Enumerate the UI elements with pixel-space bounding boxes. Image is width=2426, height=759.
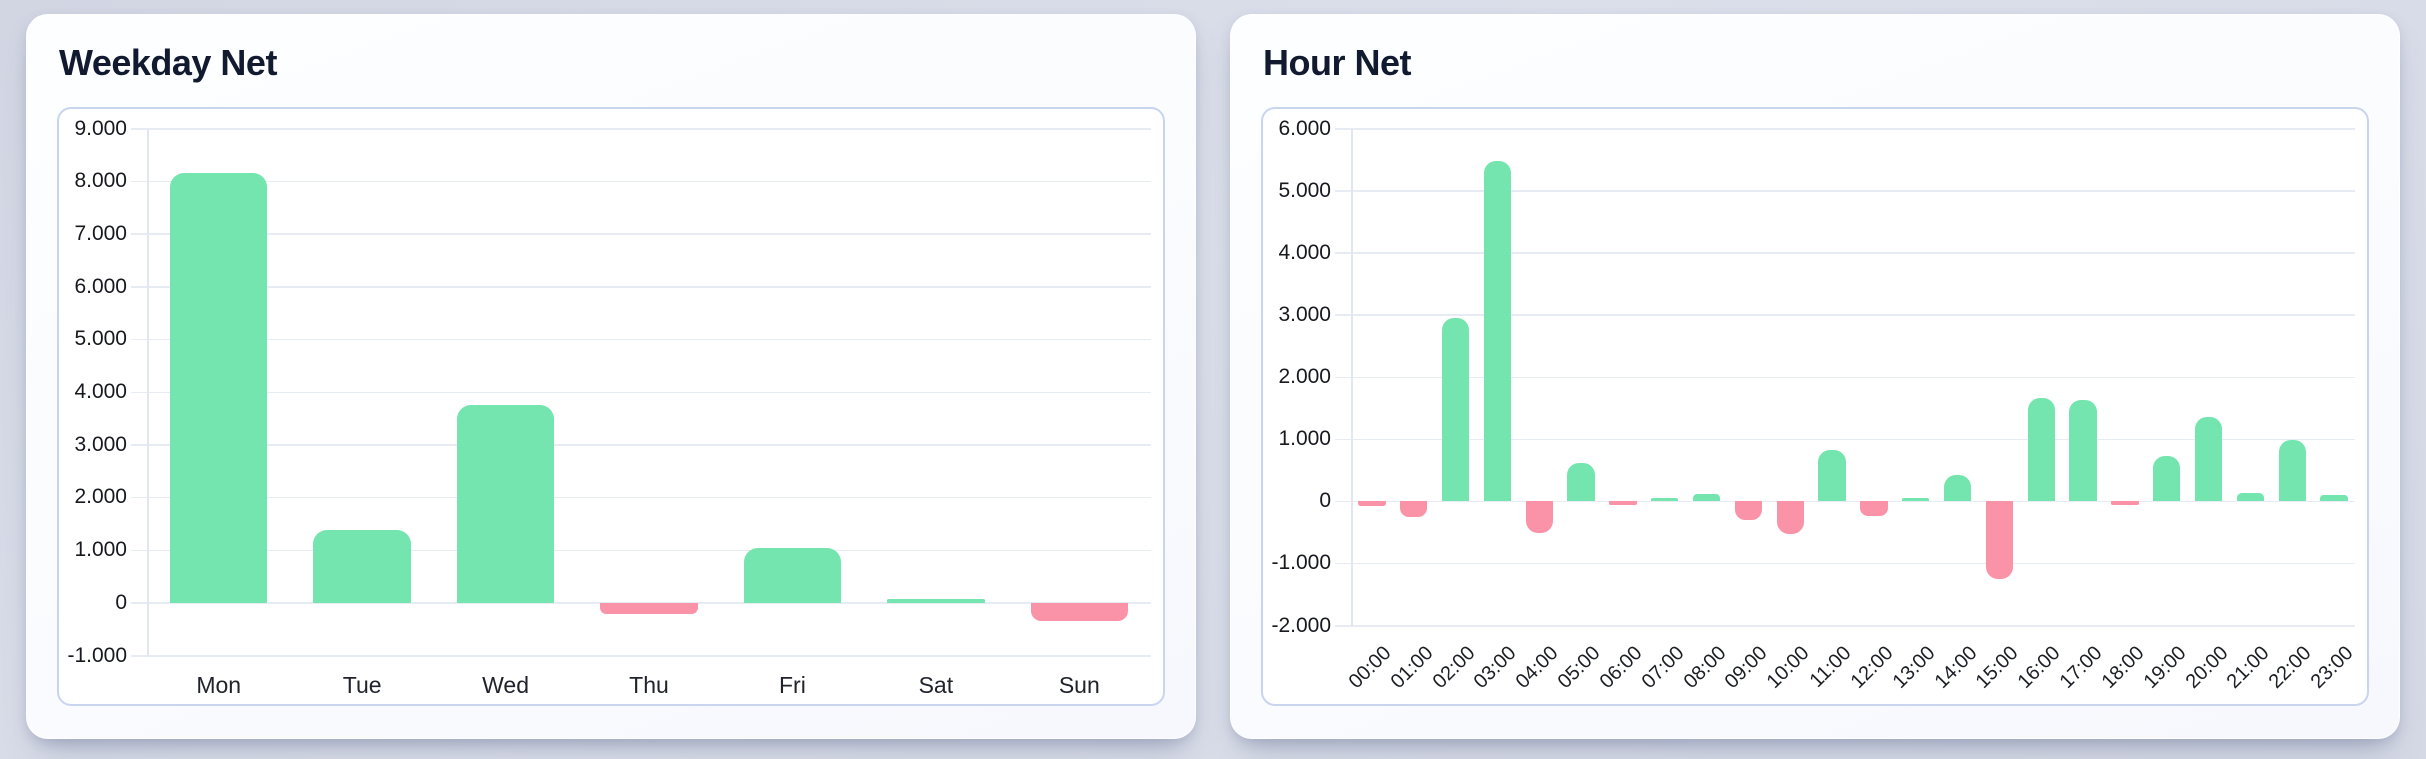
bar-Wed[interactable] [456,404,555,603]
y-axis-tick-label: 8.000 [74,169,127,193]
bar-13:00[interactable] [1902,497,1930,502]
y-axis-tick-label: 6.000 [74,274,127,298]
bar-23:00[interactable] [2320,495,2348,502]
y-axis-tick-label: 1.000 [74,538,127,562]
hour-net-chart: 6.000 5.000 4.000 3.000 2.000 1.000 0 -1.000 -2.… [1261,106,2369,706]
bar-05:00[interactable] [1567,462,1595,502]
y-axis-tick-label: 1.000 [1278,427,1331,451]
bar-19:00[interactable] [2153,455,2181,502]
hour-net-title: Hour Net [1263,42,1412,83]
y-axis-tick-label: 4.000 [74,380,127,404]
bar-Thu[interactable] [600,602,698,615]
gridline [131,496,1151,499]
x-axis-label: Fri [779,671,806,698]
bar-18:00[interactable] [2111,501,2139,505]
gridline [131,444,1151,446]
y-axis-tick-label: 0 [115,590,127,614]
y-axis-tick-label: 4.000 [1278,240,1331,264]
weekday-net-title: Weekday Net [59,42,277,83]
y-axis-tick-label: 0 [1319,489,1331,513]
cards-row: Weekday Net 9.000 8.000 7.000 6.000 5.000 4.0… [26,14,2400,739]
y-axis-tick-label: -2.000 [1271,613,1331,637]
bar-08:00[interactable] [1692,493,1721,502]
bar-01:00[interactable] [1400,501,1428,518]
x-axis-label: Thu [629,671,669,698]
x-axis-label: Tue [342,671,382,698]
gridline [1335,376,2355,379]
bar-04:00[interactable] [1525,501,1553,534]
bar-15:00[interactable] [1985,501,2013,579]
y-axis-line [147,128,149,656]
bar-00:00[interactable] [1358,501,1386,507]
y-axis-tick-label: 9.000 [74,116,127,140]
gridline [131,180,1151,183]
y-axis-line [1351,128,1353,626]
weekday-net-chart: 9.000 8.000 7.000 6.000 5.000 4.000 3.000 2.000… [57,106,1165,706]
weekday-net-card: Weekday Net 9.000 8.000 7.000 6.000 5.000 4.0… [26,14,1196,739]
x-axis-label: Sun [1058,671,1100,698]
bar-09:00[interactable] [1734,501,1762,520]
hour-net-card: Hour Net 6.000 5.000 4.000 3.000 2.000 1.000 0… [1230,14,2400,739]
bar-Sat[interactable] [887,599,985,603]
gridline [1335,500,2355,503]
bar-Fri[interactable] [743,547,842,603]
bar-16:00[interactable] [2027,398,2055,502]
bar-Mon[interactable] [169,173,268,603]
y-axis-tick-label: 3.000 [74,432,127,456]
y-axis-tick-label: 6.000 [1278,116,1331,140]
bar-06:00[interactable] [1609,501,1637,505]
bar-20:00[interactable] [2194,416,2223,502]
bar-22:00[interactable] [2278,440,2306,502]
y-axis-tick-label: -1.000 [1271,551,1331,575]
bar-17:00[interactable] [2069,400,2097,502]
gridline [131,233,1151,235]
x-axis-label: Sat [918,671,954,698]
bar-11:00[interactable] [1818,450,1846,502]
y-axis-tick-label: 5.000 [1278,178,1331,202]
gridline [131,655,1151,657]
gridline [131,338,1151,341]
y-axis-tick-label: 2.000 [74,485,127,509]
bar-12:00[interactable] [1860,501,1888,517]
bar-14:00[interactable] [1943,474,1972,502]
gridline [1335,314,2355,316]
gridline [1335,252,2355,254]
bar-10:00[interactable] [1776,501,1804,534]
bar-02:00[interactable] [1441,318,1470,502]
y-axis-tick-label: 7.000 [74,221,127,245]
gridline [131,391,1151,394]
x-axis-label: Wed [482,671,529,698]
bar-21:00[interactable] [2236,492,2264,502]
gridline [1335,190,2355,192]
x-axis-label: Mon [196,671,242,698]
bar-Tue[interactable] [313,529,411,603]
gridline [1335,625,2355,627]
gridline [1335,438,2355,441]
gridline [131,128,1151,130]
y-axis-tick-label: 2.000 [1278,365,1331,389]
y-axis-tick-label: -1.000 [67,643,127,667]
y-axis-tick-label: 5.000 [74,327,127,351]
gridline [131,286,1151,288]
y-axis-tick-label: 3.000 [1278,302,1331,326]
bar-Sun[interactable] [1030,602,1129,622]
bar-03:00[interactable] [1483,160,1511,502]
gridline [131,549,1151,552]
bar-07:00[interactable] [1651,497,1679,502]
gridline [1335,128,2355,130]
gridline [1335,562,2355,565]
